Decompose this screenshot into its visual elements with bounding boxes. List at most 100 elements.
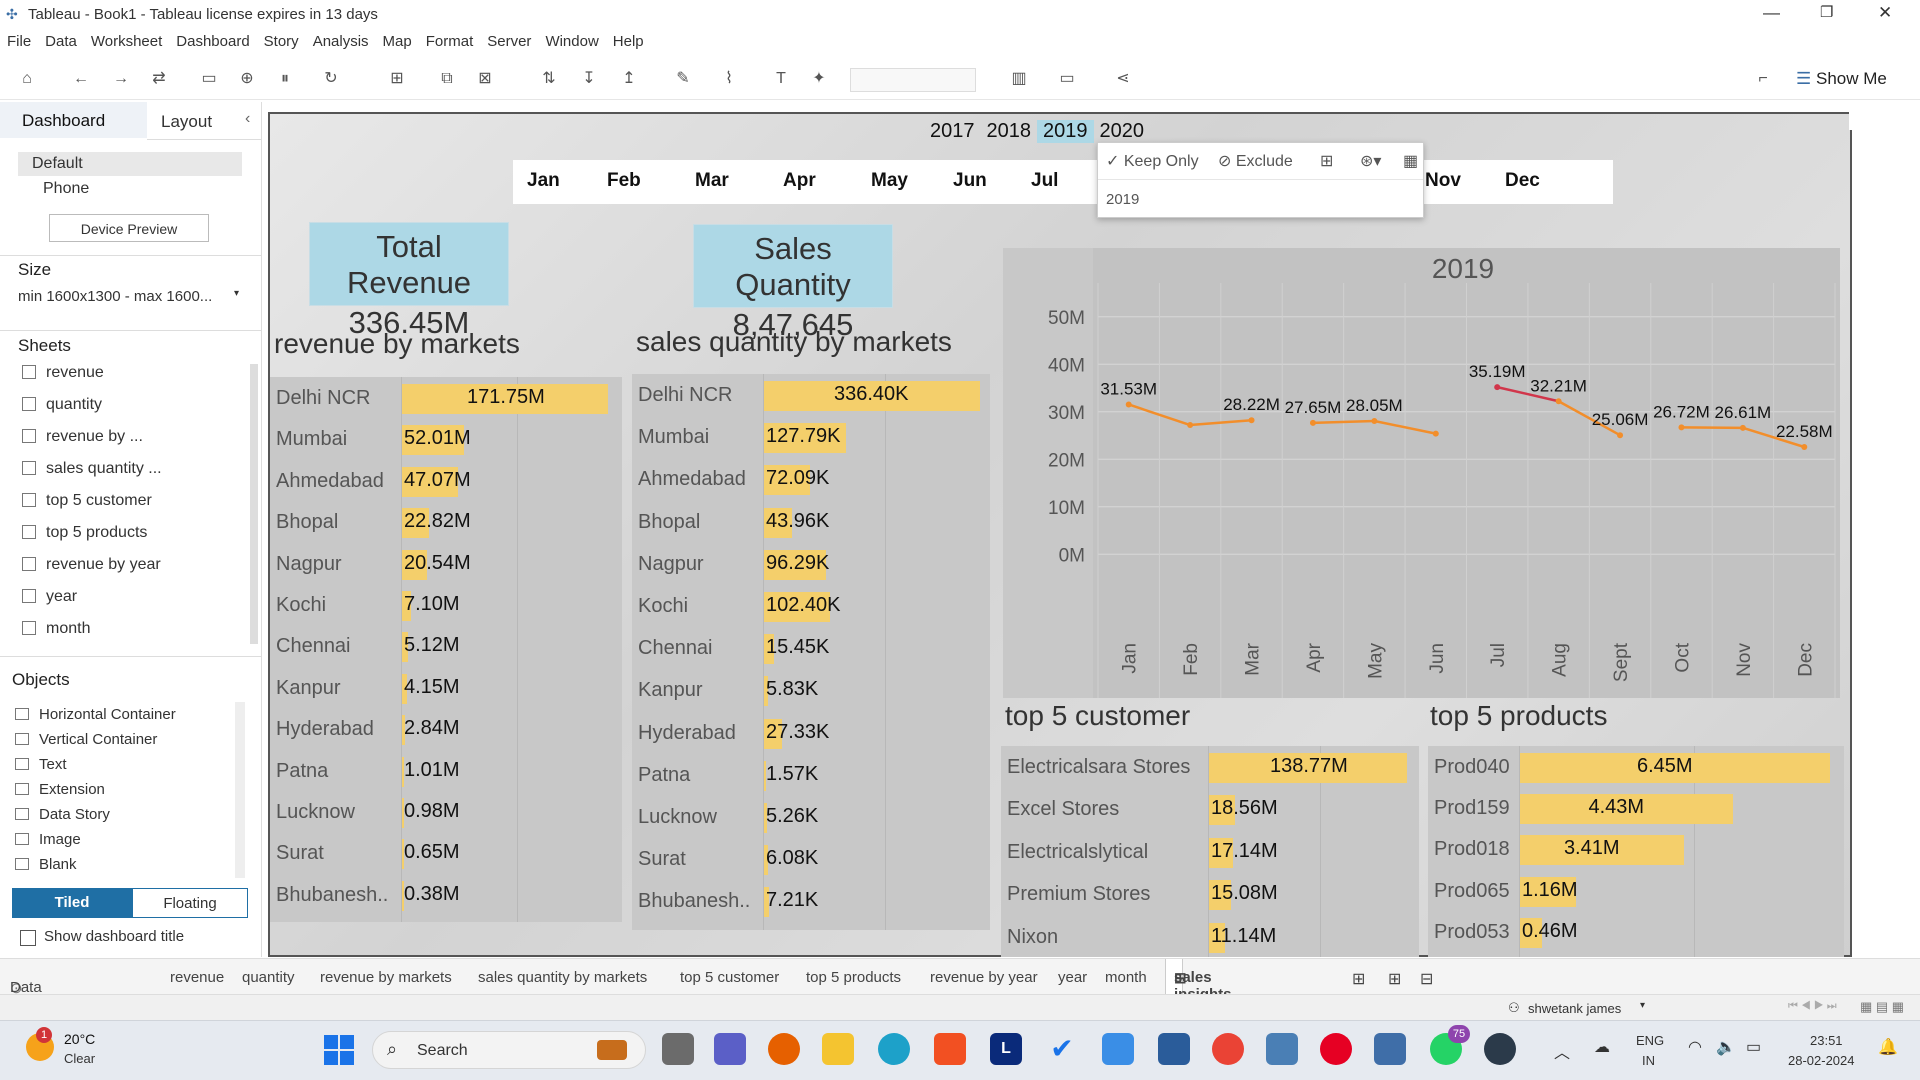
pinterest-icon[interactable]: [1320, 1033, 1352, 1065]
bar[interactable]: [1520, 917, 1543, 948]
bar-row[interactable]: Prod159 4.43M: [1428, 789, 1844, 830]
share-icon[interactable]: ⋖: [1116, 70, 1130, 87]
sheet-item-revenue[interactable]: revenue: [22, 364, 104, 382]
bar[interactable]: [402, 798, 404, 828]
bar-row[interactable]: Bhubanesh.. 7.21K: [632, 882, 990, 923]
close-icon[interactable]: ✕: [1878, 3, 1893, 22]
bar-row[interactable]: Mumbai 127.79K: [632, 418, 990, 459]
bar[interactable]: [764, 507, 793, 538]
bar-row[interactable]: Prod040 6.45M: [1428, 748, 1844, 789]
object-image[interactable]: Image: [15, 831, 81, 848]
save-icon[interactable]: ▭: [201, 70, 217, 87]
bar-row[interactable]: Prod018 3.41M: [1428, 830, 1844, 871]
month-jul[interactable]: Jul: [1031, 170, 1059, 191]
teams-icon[interactable]: [714, 1033, 746, 1065]
sheet-item-sales-quantity[interactable]: sales quantity ...: [22, 460, 162, 478]
bar[interactable]: [764, 634, 774, 665]
menu-help[interactable]: Help: [612, 33, 644, 50]
new-worksheet-icon[interactable]: ⊞: [1352, 971, 1366, 988]
group-icon[interactable]: ⊞: [1320, 153, 1334, 170]
object-horizontal-container[interactable]: Horizontal Container: [15, 706, 176, 723]
bar-row[interactable]: Chennai 5.12M: [270, 627, 622, 668]
pin-sheet-icon[interactable]: ⌐: [1758, 70, 1768, 87]
sheet-item-top5-customer[interactable]: top 5 customer: [22, 492, 152, 510]
menu-analysis[interactable]: Analysis: [312, 33, 369, 50]
bar-row[interactable]: Kochi 102.40K: [632, 587, 990, 628]
device-preview-button[interactable]: Device Preview: [49, 214, 209, 242]
object-text[interactable]: Text: [15, 756, 67, 773]
tab-revenue-by-markets[interactable]: revenue by markets: [320, 969, 452, 986]
chevron-down-icon[interactable]: ▾: [234, 288, 240, 299]
close-icon[interactable]: ✕: [1849, 112, 1852, 130]
bar-row[interactable]: Surat 6.08K: [632, 840, 990, 881]
bar[interactable]: [764, 845, 768, 876]
bar-row[interactable]: Prod065 1.16M: [1428, 872, 1844, 913]
view-data-icon[interactable]: ▦: [1403, 153, 1419, 170]
bar-row[interactable]: Electricalsara Stores 138.77M: [1001, 748, 1419, 789]
floating-button[interactable]: Floating: [132, 888, 248, 918]
battery-icon[interactable]: ▭: [1746, 1039, 1762, 1056]
new-datasource-icon[interactable]: ⊕: [240, 70, 254, 87]
fit-select[interactable]: [850, 68, 976, 92]
tab-dashboard[interactable]: Dashboard: [0, 102, 147, 140]
bar-row[interactable]: Prod053 0.46M: [1428, 913, 1844, 954]
menu-file[interactable]: File: [7, 33, 32, 50]
bar[interactable]: [1209, 880, 1231, 911]
tab-layout[interactable]: Layout ‹: [147, 102, 262, 140]
bar-row[interactable]: Bhubanesh.. 0.38M: [270, 876, 622, 917]
menu-data[interactable]: Data: [45, 33, 77, 50]
swap-icon[interactable]: ⇄: [152, 70, 166, 87]
bar[interactable]: [402, 466, 459, 497]
show-me-button[interactable]: ☰ Show Me: [1796, 69, 1887, 89]
sort-asc-icon[interactable]: ↧: [582, 70, 596, 87]
bar-row[interactable]: Surat 0.65M: [270, 834, 622, 875]
new-story-icon[interactable]: ⊟: [1420, 971, 1434, 988]
bar[interactable]: [1209, 753, 1407, 783]
file-explorer-icon[interactable]: [822, 1033, 854, 1065]
bar[interactable]: [764, 676, 768, 707]
bar-row[interactable]: Excel Stores 18.56M: [1001, 790, 1419, 831]
bar-row[interactable]: Nagpur 20.54M: [270, 545, 622, 586]
month-apr[interactable]: Apr: [783, 170, 816, 191]
lang-line2[interactable]: IN: [1642, 1053, 1655, 1068]
sheets-scrollbar[interactable]: [250, 364, 258, 644]
device-phone[interactable]: Phone: [43, 180, 90, 197]
bar[interactable]: [402, 715, 406, 746]
month-may[interactable]: May: [871, 170, 908, 191]
new-worksheet-icon[interactable]: ⊞: [390, 70, 404, 87]
bar[interactable]: [1209, 837, 1234, 868]
sheet-item-top5-products[interactable]: top 5 products: [22, 524, 147, 542]
lang-line1[interactable]: ENG: [1636, 1033, 1665, 1048]
bar-row[interactable]: Bhopal 43.96K: [632, 503, 990, 544]
redo-icon[interactable]: →: [113, 70, 129, 87]
bar-row[interactable]: Kanpur 5.83K: [632, 671, 990, 712]
bar[interactable]: [764, 803, 768, 833]
bar[interactable]: [402, 632, 409, 663]
size-select[interactable]: min 1600x1300 - max 1600...: [18, 288, 213, 305]
volume-icon[interactable]: 🔈: [1716, 1039, 1736, 1056]
bar[interactable]: [764, 592, 830, 622]
menu-server[interactable]: Server: [487, 33, 532, 50]
bar[interactable]: [764, 465, 811, 496]
bar-row[interactable]: Delhi NCR 171.75M: [270, 379, 622, 420]
bar-row[interactable]: Ahmedabad 72.09K: [632, 460, 990, 501]
month-mar[interactable]: Mar: [695, 170, 729, 191]
month-dec[interactable]: Dec: [1505, 170, 1540, 191]
edge-icon[interactable]: [878, 1033, 910, 1065]
clock-date[interactable]: 28-02-2024: [1788, 1053, 1855, 1068]
notification-icon[interactable]: 🔔: [1878, 1039, 1898, 1056]
highlight-icon[interactable]: ✎: [676, 70, 690, 87]
refresh-icon[interactable]: ↻: [324, 70, 338, 87]
bar[interactable]: [764, 760, 766, 791]
bar-row[interactable]: Chennai 15.45K: [632, 629, 990, 670]
home-icon[interactable]: ⌂: [22, 70, 32, 87]
bar[interactable]: [764, 381, 980, 411]
object-extension[interactable]: Extension: [15, 781, 105, 798]
object-vertical-container[interactable]: Vertical Container: [15, 731, 157, 748]
bar[interactable]: [402, 549, 427, 580]
bar-row[interactable]: Lucknow 5.26K: [632, 798, 990, 839]
presentation-icon[interactable]: ▭: [1059, 70, 1075, 87]
bar[interactable]: [402, 839, 404, 870]
bar-row[interactable]: Nixon 11.14M: [1001, 918, 1419, 957]
bar[interactable]: [402, 425, 465, 456]
